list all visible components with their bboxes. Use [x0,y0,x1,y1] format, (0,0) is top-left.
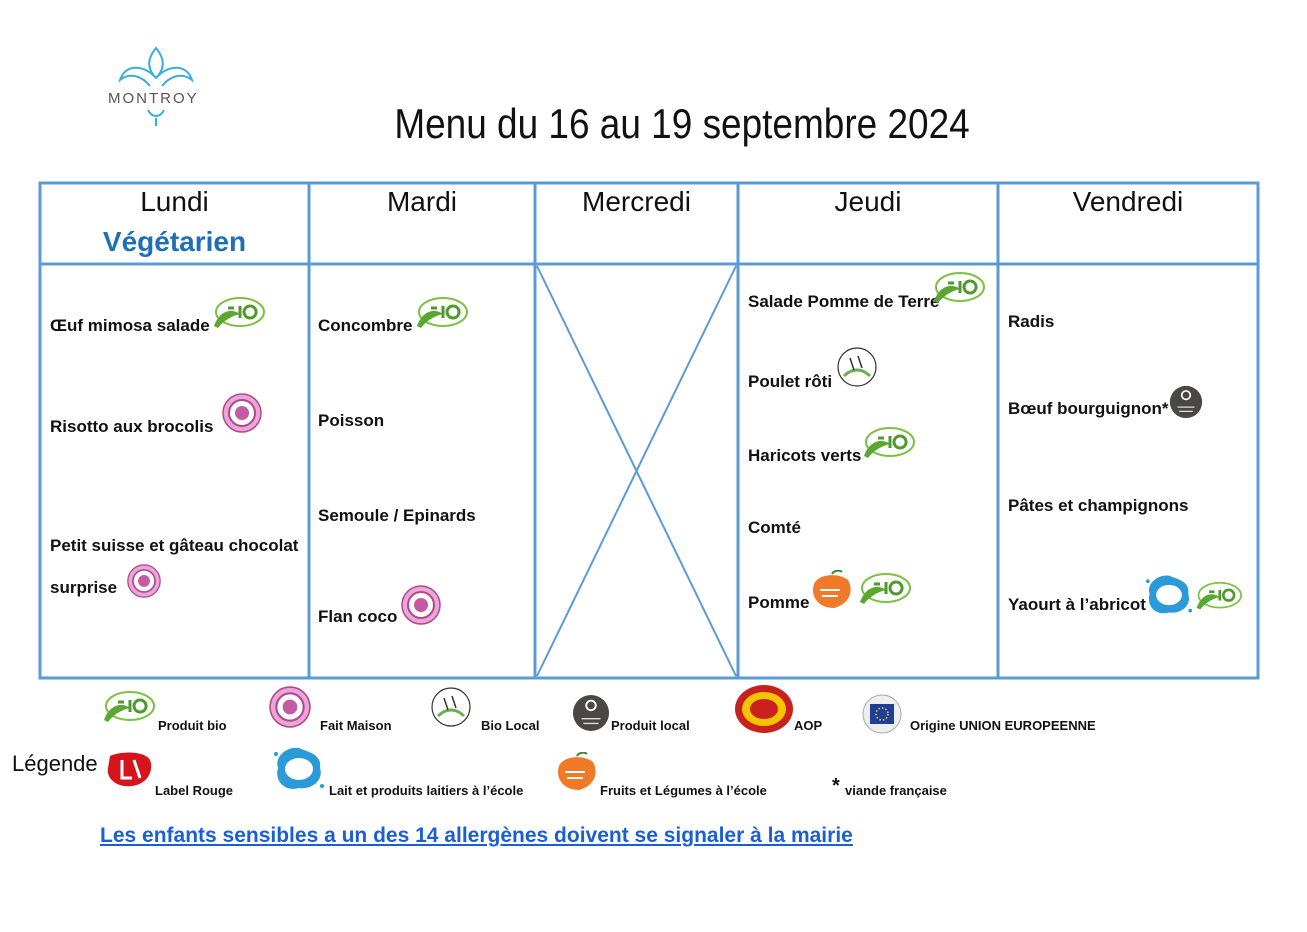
day-name: Jeudi [834,186,902,217]
closed-cross [536,265,737,677]
day-name: Lundi [140,186,209,217]
bio-icon [930,271,986,307]
fait-maison-icon [265,686,315,728]
fait-maison-icon [222,393,262,433]
note-symbol: * [832,775,840,797]
day-name: Mercredi [582,186,691,217]
fruits-legumes-icon [808,570,854,610]
menu-item: Flan coco [318,607,398,626]
menu-item: Risotto aux brocolis [50,417,214,436]
produit-local-icon [571,694,611,732]
legend-label: Bio Local [481,718,540,733]
menu-item: Salade Pomme de Terre [748,292,940,311]
menu-item: Poulet rôti [748,372,833,391]
bio-icon [856,572,912,608]
legend-note: viande française [845,783,947,798]
fait-maison-icon [401,585,441,625]
legend-label: Produit local [611,718,690,733]
title: Menu du 16 au 19 septembre 2024 [394,100,970,147]
legend-label: Produit bio [158,718,227,733]
legend-label: Fait Maison [320,718,392,733]
label-rouge-icon [104,750,154,790]
aop-icon [734,684,794,734]
menu-item: Pâtes et champignons [1008,496,1189,515]
menu-item: Haricots verts [748,446,862,465]
menu-item: Poisson [318,411,385,430]
logo-text: MONTROY [108,90,199,107]
legend-label: Lait et produits laitiers à l’école [329,783,524,798]
fait-maison-icon [124,564,164,598]
menu-item: Comté [748,518,801,537]
logo-mark [117,46,195,126]
bio-local-icon [430,686,472,728]
bio-icon [100,690,156,726]
allergen-notice-link[interactable]: Les enfants sensibles a un des 14 allerg… [100,824,853,847]
menu-item: Radis [1008,312,1055,331]
legend-label: Label Rouge [155,783,234,798]
legend-label: Origine UNION EUROPEENNE [910,718,1096,733]
menu-item: surprise [50,578,118,597]
bio-local-icon [836,346,878,388]
bio-icon [413,296,469,332]
lait-icon [1144,572,1194,618]
menu-item: Semoule / Epinards [318,506,476,525]
menu-item: Pomme [748,593,810,612]
day-subtitle: Végétarien [102,226,247,257]
legend-title: Légende [12,751,98,776]
fruits-legumes-icon [553,752,599,792]
menu-item: Yaourt à l’abricot [1008,595,1146,614]
legend-label: AOP [794,718,823,733]
produit-local-icon [1166,385,1206,419]
menu-item: Bœuf bourguignon* [1008,399,1169,418]
day-name: Mardi [386,186,457,217]
table-border [38,181,1260,680]
eu-icon [862,694,902,734]
menu-item: Concombre [318,316,413,335]
menu-item: Œuf mimosa salade [50,316,210,335]
bio-icon [210,296,266,332]
lait-icon [272,744,326,794]
legend-label: Fruits et Légumes à l’école [600,783,767,798]
bio-icon [1193,581,1243,613]
menu-item: Petit suisse et gâteau chocolat [50,536,299,555]
bio-icon [860,426,916,462]
day-name: Vendredi [1072,186,1184,217]
